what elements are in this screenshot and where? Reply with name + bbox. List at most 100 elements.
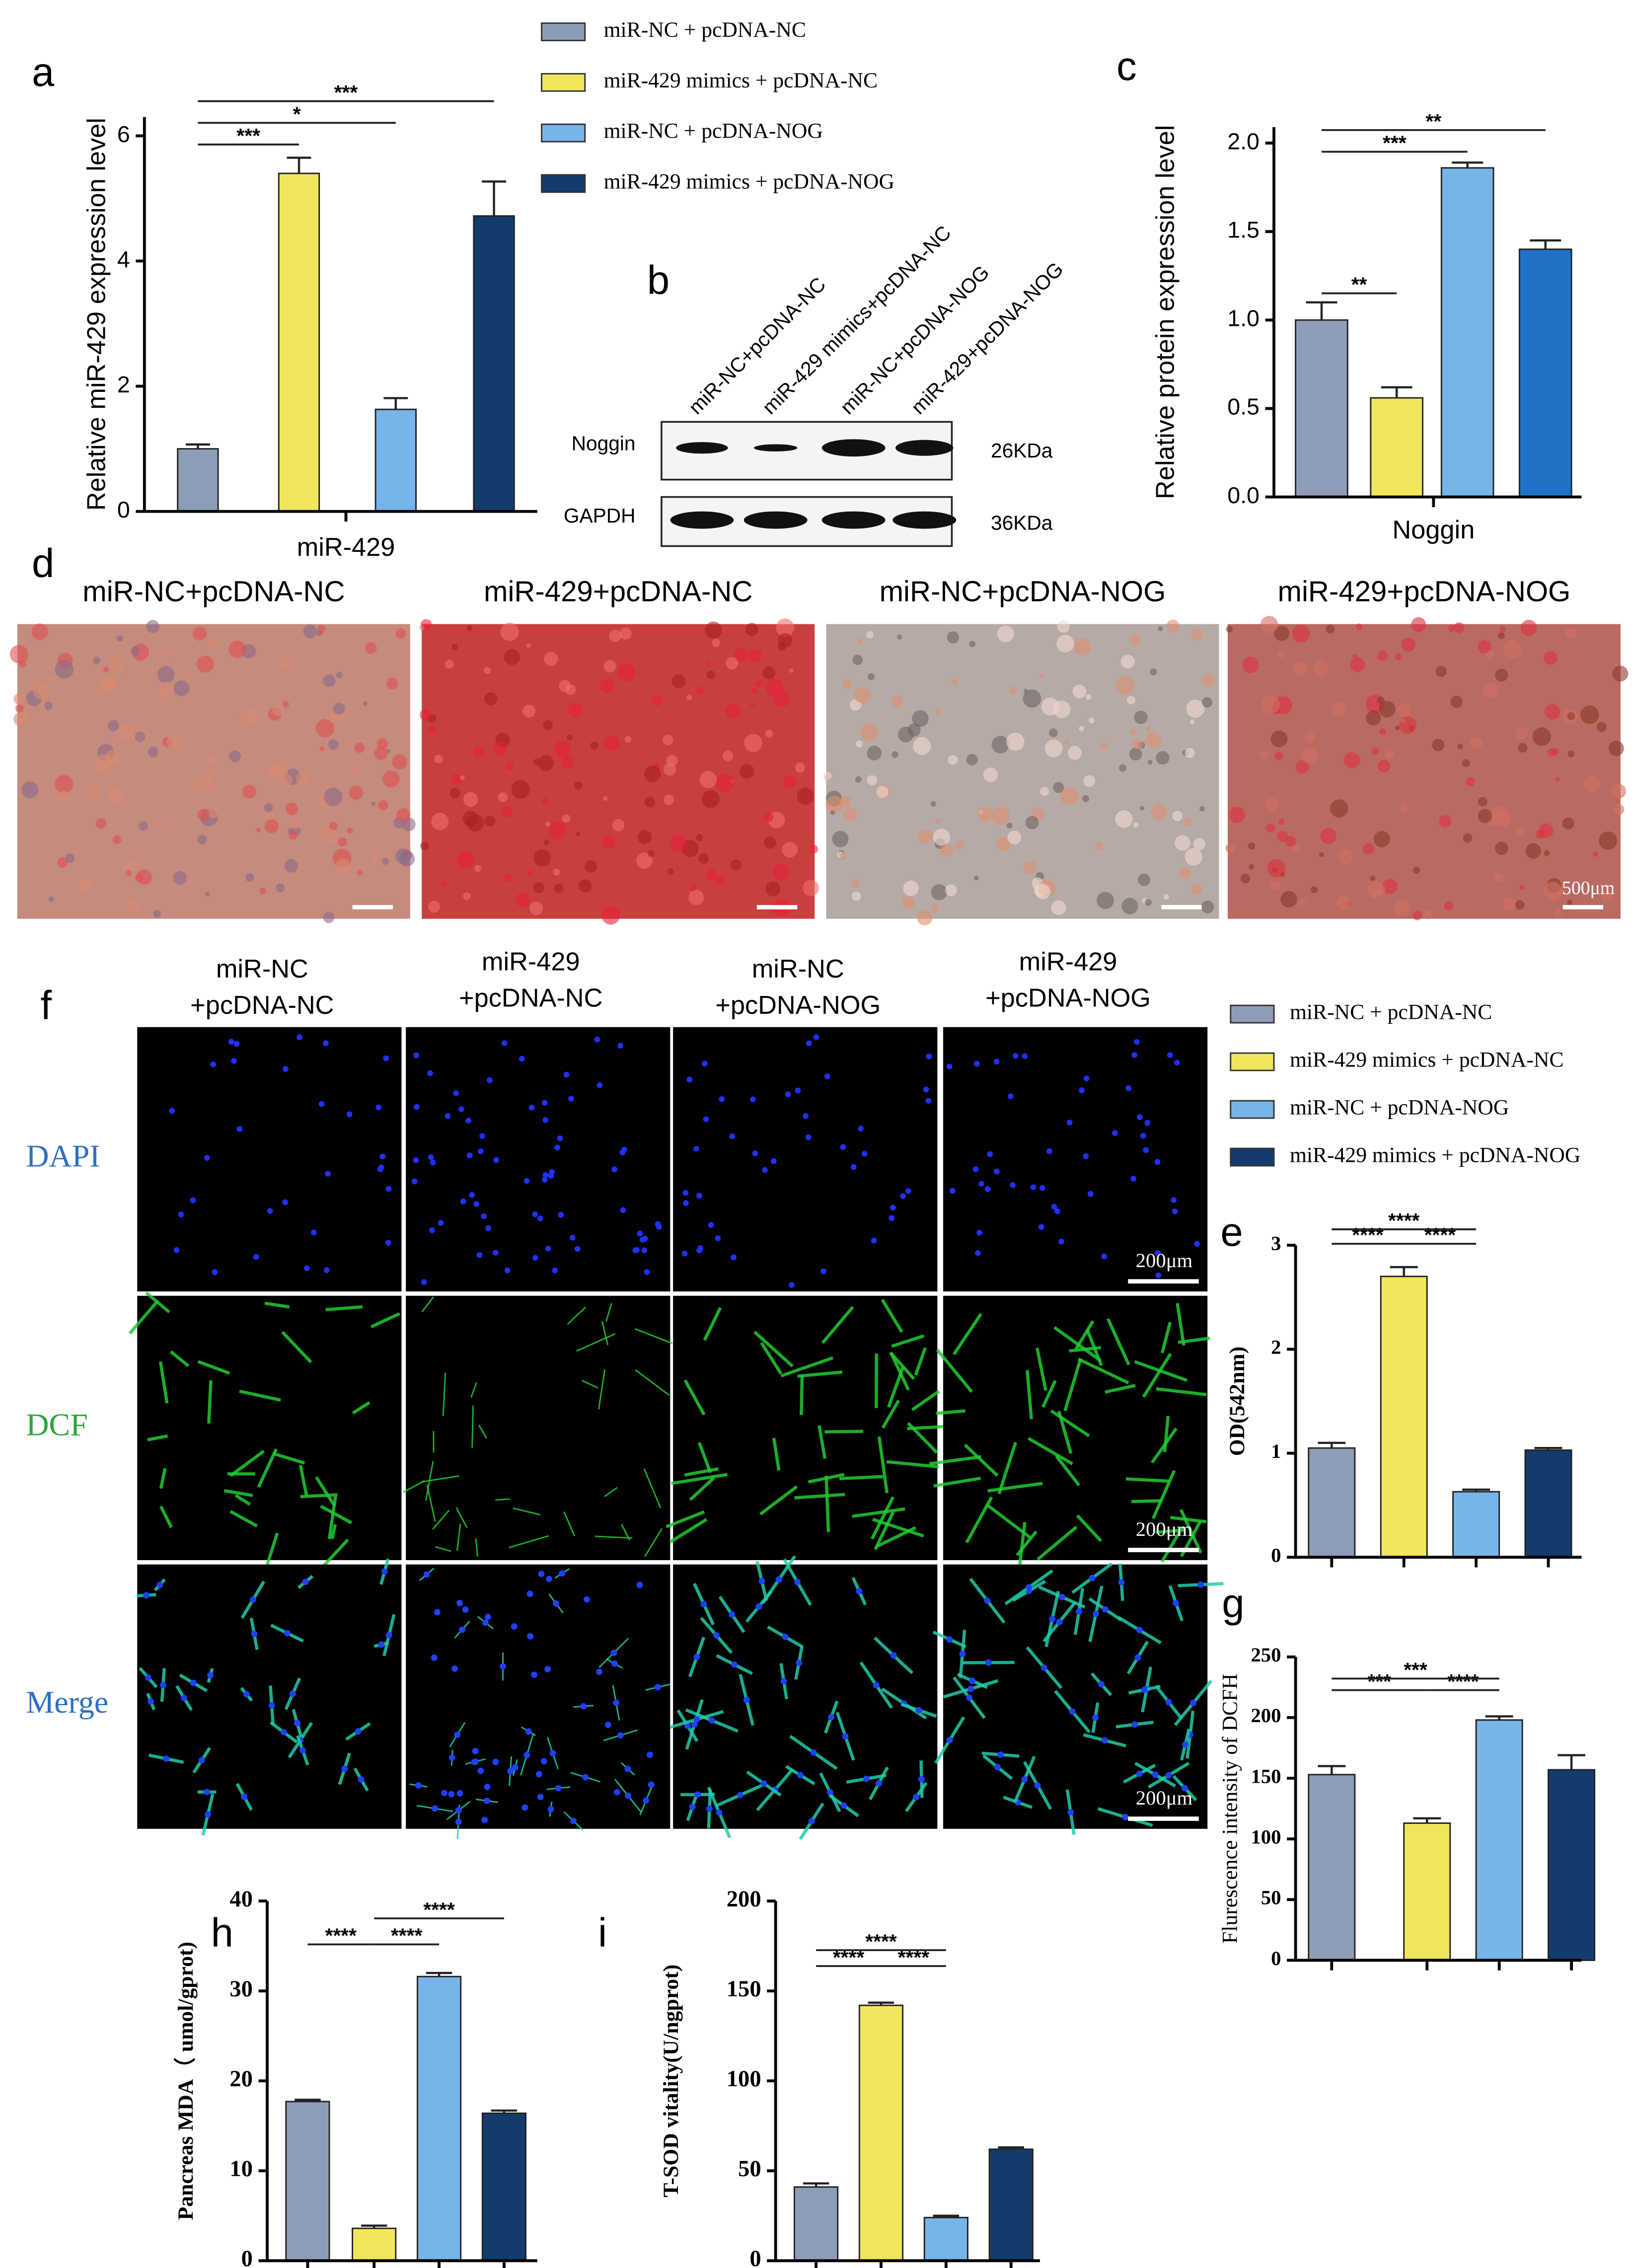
cell-texture <box>1338 849 1353 864</box>
cell-texture <box>1548 748 1556 756</box>
bar <box>1403 1822 1451 1961</box>
cell-texture <box>1100 743 1108 750</box>
cell-texture <box>146 619 159 633</box>
nucleus <box>1134 1654 1141 1661</box>
panel-label: b <box>647 258 669 303</box>
nucleus <box>824 1073 830 1079</box>
cell-body <box>821 1306 854 1344</box>
nucleus <box>683 1200 689 1206</box>
nucleus <box>984 1597 991 1604</box>
nucleus <box>448 1791 455 1798</box>
cell-body <box>1055 1455 1081 1487</box>
nucleus <box>477 1767 484 1774</box>
nucleus <box>323 1040 329 1047</box>
nucleus <box>549 1169 555 1175</box>
cell-texture <box>392 754 407 770</box>
blot-band <box>743 511 808 529</box>
nucleus <box>163 1755 170 1762</box>
cell-body <box>1179 1509 1202 1554</box>
cell-body <box>471 1405 474 1448</box>
y-tick-label: 2 <box>117 372 130 397</box>
legend-label: miR-NC + pcDNA-NOG <box>604 119 823 143</box>
y-axis-label: Relative miR-429 expression level <box>82 118 111 511</box>
cell-texture <box>1146 726 1151 732</box>
cell-texture <box>777 642 786 651</box>
cell-texture <box>526 643 531 648</box>
cell-texture <box>734 648 748 662</box>
nucleus <box>190 1197 196 1204</box>
cell-body <box>513 1507 541 1516</box>
cell-body <box>839 1475 883 1481</box>
legend-swatch <box>541 174 586 193</box>
nucleus <box>840 1144 846 1150</box>
cell-texture <box>324 787 343 806</box>
cell-body <box>964 1443 999 1477</box>
cell-texture <box>259 887 267 895</box>
cell-texture <box>762 666 776 680</box>
cell-texture <box>333 702 345 715</box>
cell-texture <box>930 801 936 807</box>
cell-texture <box>537 755 554 771</box>
nucleus <box>1172 1209 1178 1214</box>
cell-texture <box>776 618 795 637</box>
nucleus <box>413 1157 419 1163</box>
cell-texture <box>868 673 875 680</box>
nucleus <box>557 1135 563 1141</box>
cell-texture <box>522 704 536 718</box>
cell-texture <box>48 897 54 903</box>
y-tick-label: 0.0 <box>1227 482 1260 508</box>
cell-texture <box>1277 831 1288 842</box>
cell-texture <box>173 680 190 696</box>
cell-texture <box>712 638 721 647</box>
cell-body <box>1125 1477 1169 1483</box>
cell-body <box>644 1528 663 1557</box>
cell-body <box>997 1441 1017 1495</box>
legend-label: miR-429 mimics + pcDNA-NC <box>1290 1048 1564 1072</box>
y-tick-label: 3 <box>1271 1232 1281 1254</box>
blot-band <box>892 511 957 529</box>
cell-texture <box>1332 701 1346 716</box>
cell-texture <box>567 734 573 741</box>
nucleus <box>241 1794 248 1800</box>
cell-texture <box>774 691 790 707</box>
cell-texture <box>1134 710 1148 724</box>
cell-texture <box>617 663 636 682</box>
cell-texture <box>644 797 655 808</box>
cell-texture <box>744 734 762 753</box>
cell-texture <box>395 628 406 639</box>
nucleus <box>1197 1581 1204 1588</box>
cell-texture <box>1006 823 1013 829</box>
panel-label: h <box>211 1910 233 1956</box>
nucleus <box>207 1672 214 1679</box>
nucleus <box>828 1714 835 1721</box>
cell-texture <box>92 656 101 665</box>
blot-band <box>676 442 728 454</box>
cell-texture <box>795 762 805 773</box>
cell-texture <box>315 719 334 738</box>
cell-texture <box>451 773 462 784</box>
cell-texture <box>783 775 796 789</box>
cell-texture <box>1356 623 1363 630</box>
cell-texture <box>170 826 179 834</box>
nucleus <box>431 1654 438 1661</box>
cell-body <box>257 1448 278 1488</box>
cell-texture <box>1379 728 1386 735</box>
cell-texture <box>264 803 273 813</box>
nucleus <box>1137 1114 1143 1120</box>
nucleus <box>462 1606 469 1613</box>
cell-texture <box>1151 804 1167 821</box>
cell-texture <box>1611 783 1626 799</box>
cell-body <box>1178 1336 1210 1344</box>
cell-body <box>936 1349 973 1393</box>
cell-texture <box>688 890 704 906</box>
cell-texture <box>1554 909 1562 917</box>
cell-texture <box>809 844 818 854</box>
cell-texture <box>896 634 902 640</box>
cell-body <box>881 1298 903 1333</box>
cell-texture <box>328 739 339 750</box>
y-axis-label: Flurescence intensity of DCFH <box>1218 1673 1242 1944</box>
cell-body <box>432 1510 450 1530</box>
fluorescence-image <box>673 1564 938 1829</box>
cell-texture <box>192 626 207 641</box>
cell-texture <box>1007 831 1022 845</box>
